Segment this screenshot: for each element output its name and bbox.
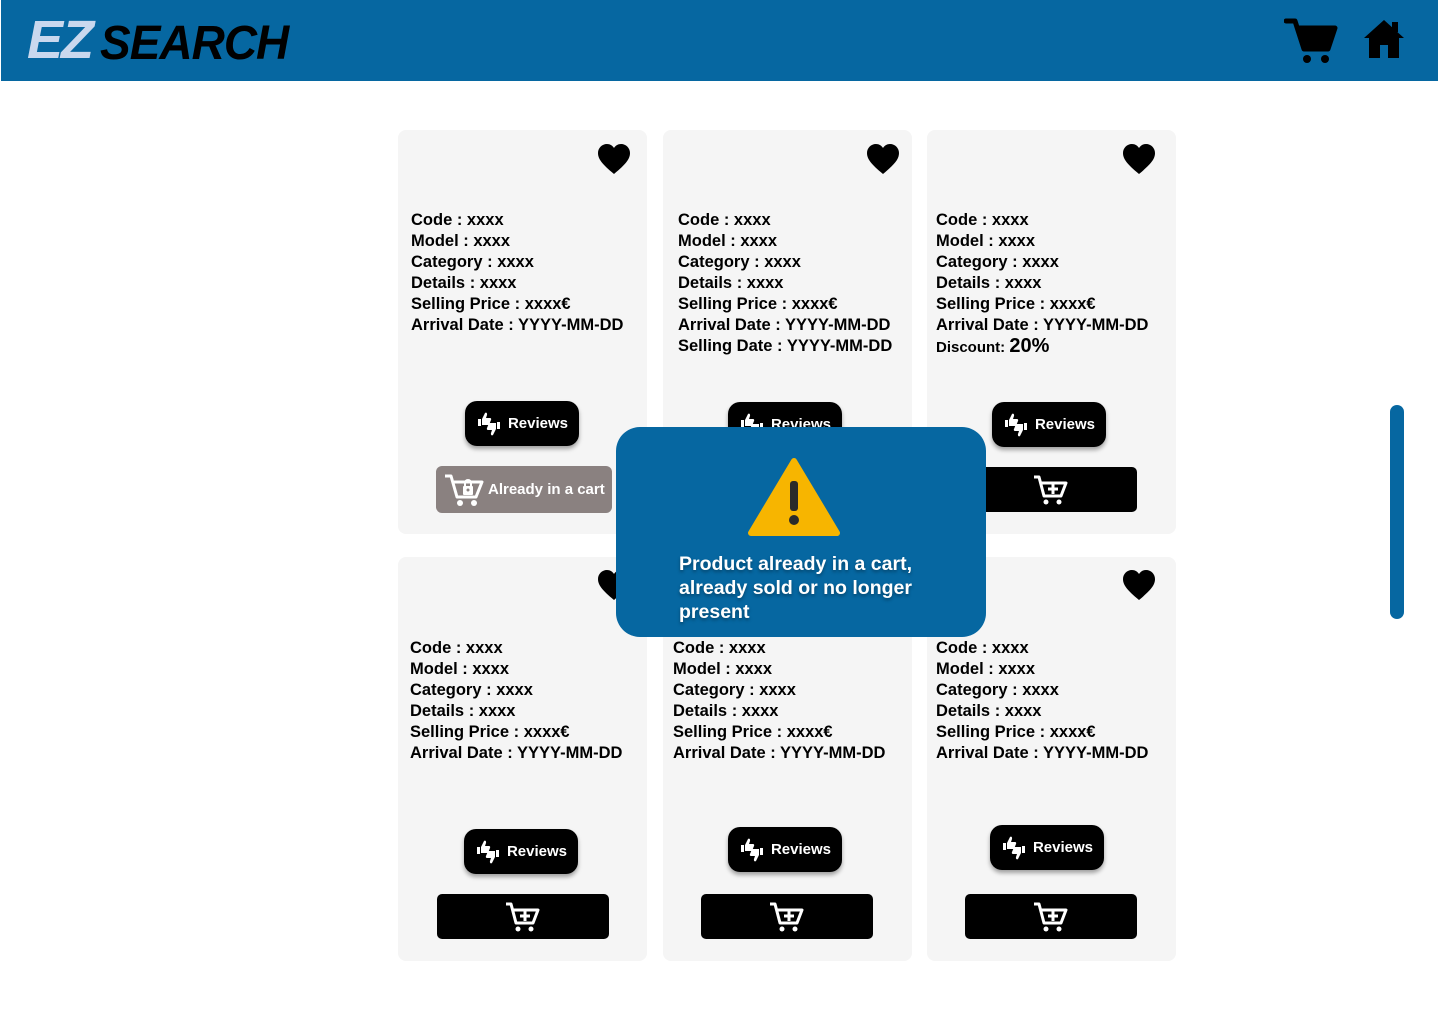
product-category: xxxx (497, 253, 534, 271)
product-model: xxxx (998, 660, 1036, 678)
product-info: Code : xxxx Model : xxxx Category : xxxx… (678, 211, 893, 355)
heart-icon[interactable] (1122, 143, 1156, 175)
product-code: xxxx (728, 639, 766, 657)
app-header: EZ SEARCH (1, 0, 1438, 81)
product-details: xxxx (479, 274, 517, 292)
add-to-cart-icon (506, 902, 540, 931)
reviews-button[interactable]: Reviews (992, 402, 1106, 447)
vertical-scrollbar[interactable] (1390, 405, 1404, 619)
product-category: xxxx (496, 681, 533, 699)
thumbs-icon (476, 840, 499, 863)
reviews-button[interactable]: Reviews (464, 829, 578, 874)
product-model: xxxx (472, 660, 510, 678)
product-details: xxxx (1004, 274, 1042, 292)
product-selling-price: xxxx€ (791, 295, 838, 313)
home-icon[interactable] (1363, 18, 1405, 60)
add-to-cart-icon (1034, 475, 1068, 504)
product-arrival-date: YYYY-MM-DD (785, 316, 891, 334)
product-category: xxxx (1022, 253, 1059, 271)
heart-icon[interactable] (866, 143, 900, 175)
thumbs-icon (477, 412, 500, 435)
add-to-cart-button[interactable] (701, 894, 873, 939)
product-code: xxxx (465, 639, 503, 657)
locked-cart-icon (445, 474, 484, 506)
product-code: xxxx (991, 211, 1029, 229)
product-arrival-date: YYYY-MM-DD (518, 316, 624, 334)
product-discount: 20% (1009, 335, 1050, 357)
product-details: xxxx (741, 702, 779, 720)
product-code: xxxx (466, 211, 504, 229)
product-info: Code : xxxx Model : xxxx Category : xxxx… (936, 639, 1149, 762)
product-arrival-date: YYYY-MM-DD (1043, 316, 1149, 334)
product-category: xxxx (759, 681, 796, 699)
product-selling-price: xxxx€ (524, 295, 571, 313)
product-selling-price: xxxx€ (1049, 295, 1096, 313)
product-arrival-date: YYYY-MM-DD (780, 744, 886, 762)
warning-popup: Product already in a cart, already sold … (616, 427, 986, 637)
product-model: xxxx (473, 232, 511, 250)
product-selling-price: xxxx€ (1049, 723, 1096, 741)
product-arrival-date: YYYY-MM-DD (1043, 744, 1149, 762)
heart-icon[interactable] (597, 143, 631, 175)
product-selling-price: xxxx€ (523, 723, 570, 741)
product-selling-date: YYYY-MM-DD (786, 337, 893, 355)
add-to-cart-icon (1034, 902, 1068, 931)
product-category: xxxx (764, 253, 801, 271)
reviews-button[interactable]: Reviews (728, 827, 842, 872)
add-to-cart-button[interactable] (437, 894, 609, 939)
reviews-button[interactable]: Reviews (465, 401, 579, 446)
reviews-button[interactable]: Reviews (990, 825, 1104, 870)
thumbs-icon (1002, 836, 1025, 859)
logo-ez: EZ (27, 10, 94, 70)
product-card: Code : xxxx Model : xxxx Category : xxxx… (398, 557, 647, 961)
product-info: Code : xxxx Model : xxxx Category : xxxx… (410, 639, 623, 762)
add-to-cart-icon (770, 902, 804, 931)
product-selling-price: xxxx€ (786, 723, 833, 741)
thumbs-icon (740, 838, 763, 861)
thumbs-icon (1004, 413, 1027, 436)
product-info: Code : xxxx Model : xxxx Category : xxxx… (673, 639, 886, 762)
product-details: xxxx (1004, 702, 1042, 720)
product-model: xxxx (735, 660, 773, 678)
heart-icon[interactable] (1122, 569, 1156, 601)
product-details: xxxx (478, 702, 516, 720)
product-code: xxxx (733, 211, 771, 229)
product-info: Code : xxxx Model : xxxx Category : xxxx… (411, 211, 624, 334)
product-model: xxxx (998, 232, 1036, 250)
product-info: Code : xxxx Model : xxxx Category : xxxx… (936, 211, 1149, 357)
logo-search: SEARCH (100, 14, 289, 70)
product-details: xxxx (746, 274, 784, 292)
warning-message: Product already in a cart, already sold … (679, 553, 913, 623)
logo[interactable]: EZ SEARCH (27, 10, 289, 70)
product-card: Code : xxxx Model : xxxx Category : xxxx… (398, 130, 647, 534)
cart-icon[interactable] (1284, 15, 1338, 65)
add-to-cart-button[interactable] (965, 467, 1137, 512)
product-code: xxxx (991, 639, 1029, 657)
product-model: xxxx (740, 232, 778, 250)
product-category: xxxx (1022, 681, 1059, 699)
already-in-cart-button: Already in a cart (436, 466, 612, 513)
add-to-cart-button[interactable] (965, 894, 1137, 939)
product-card: Code : xxxx Model : xxxx Category : xxxx… (927, 557, 1176, 961)
warning-icon (748, 458, 840, 536)
product-arrival-date: YYYY-MM-DD (517, 744, 623, 762)
